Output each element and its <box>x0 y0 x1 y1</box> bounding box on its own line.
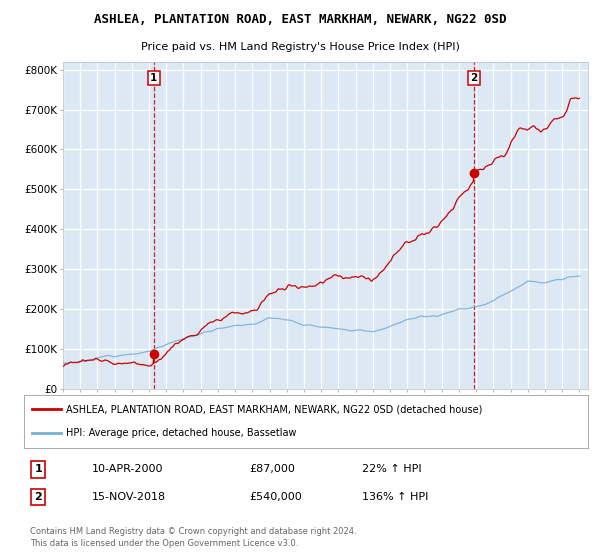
Text: 1: 1 <box>150 73 157 83</box>
Text: Contains HM Land Registry data © Crown copyright and database right 2024.: Contains HM Land Registry data © Crown c… <box>29 528 356 536</box>
Text: 1: 1 <box>34 464 42 474</box>
Text: 15-NOV-2018: 15-NOV-2018 <box>92 492 166 502</box>
Text: 2: 2 <box>34 492 42 502</box>
Text: ASHLEA, PLANTATION ROAD, EAST MARKHAM, NEWARK, NG22 0SD (detached house): ASHLEA, PLANTATION ROAD, EAST MARKHAM, N… <box>66 404 482 414</box>
Text: £540,000: £540,000 <box>250 492 302 502</box>
Text: This data is licensed under the Open Government Licence v3.0.: This data is licensed under the Open Gov… <box>29 539 298 548</box>
Text: 136% ↑ HPI: 136% ↑ HPI <box>362 492 429 502</box>
Text: £87,000: £87,000 <box>250 464 295 474</box>
Text: 10-APR-2000: 10-APR-2000 <box>92 464 163 474</box>
Text: 22% ↑ HPI: 22% ↑ HPI <box>362 464 422 474</box>
Text: HPI: Average price, detached house, Bassetlaw: HPI: Average price, detached house, Bass… <box>66 428 297 438</box>
Text: 2: 2 <box>470 73 478 83</box>
Text: Price paid vs. HM Land Registry's House Price Index (HPI): Price paid vs. HM Land Registry's House … <box>140 43 460 52</box>
Text: ASHLEA, PLANTATION ROAD, EAST MARKHAM, NEWARK, NG22 0SD: ASHLEA, PLANTATION ROAD, EAST MARKHAM, N… <box>94 13 506 26</box>
